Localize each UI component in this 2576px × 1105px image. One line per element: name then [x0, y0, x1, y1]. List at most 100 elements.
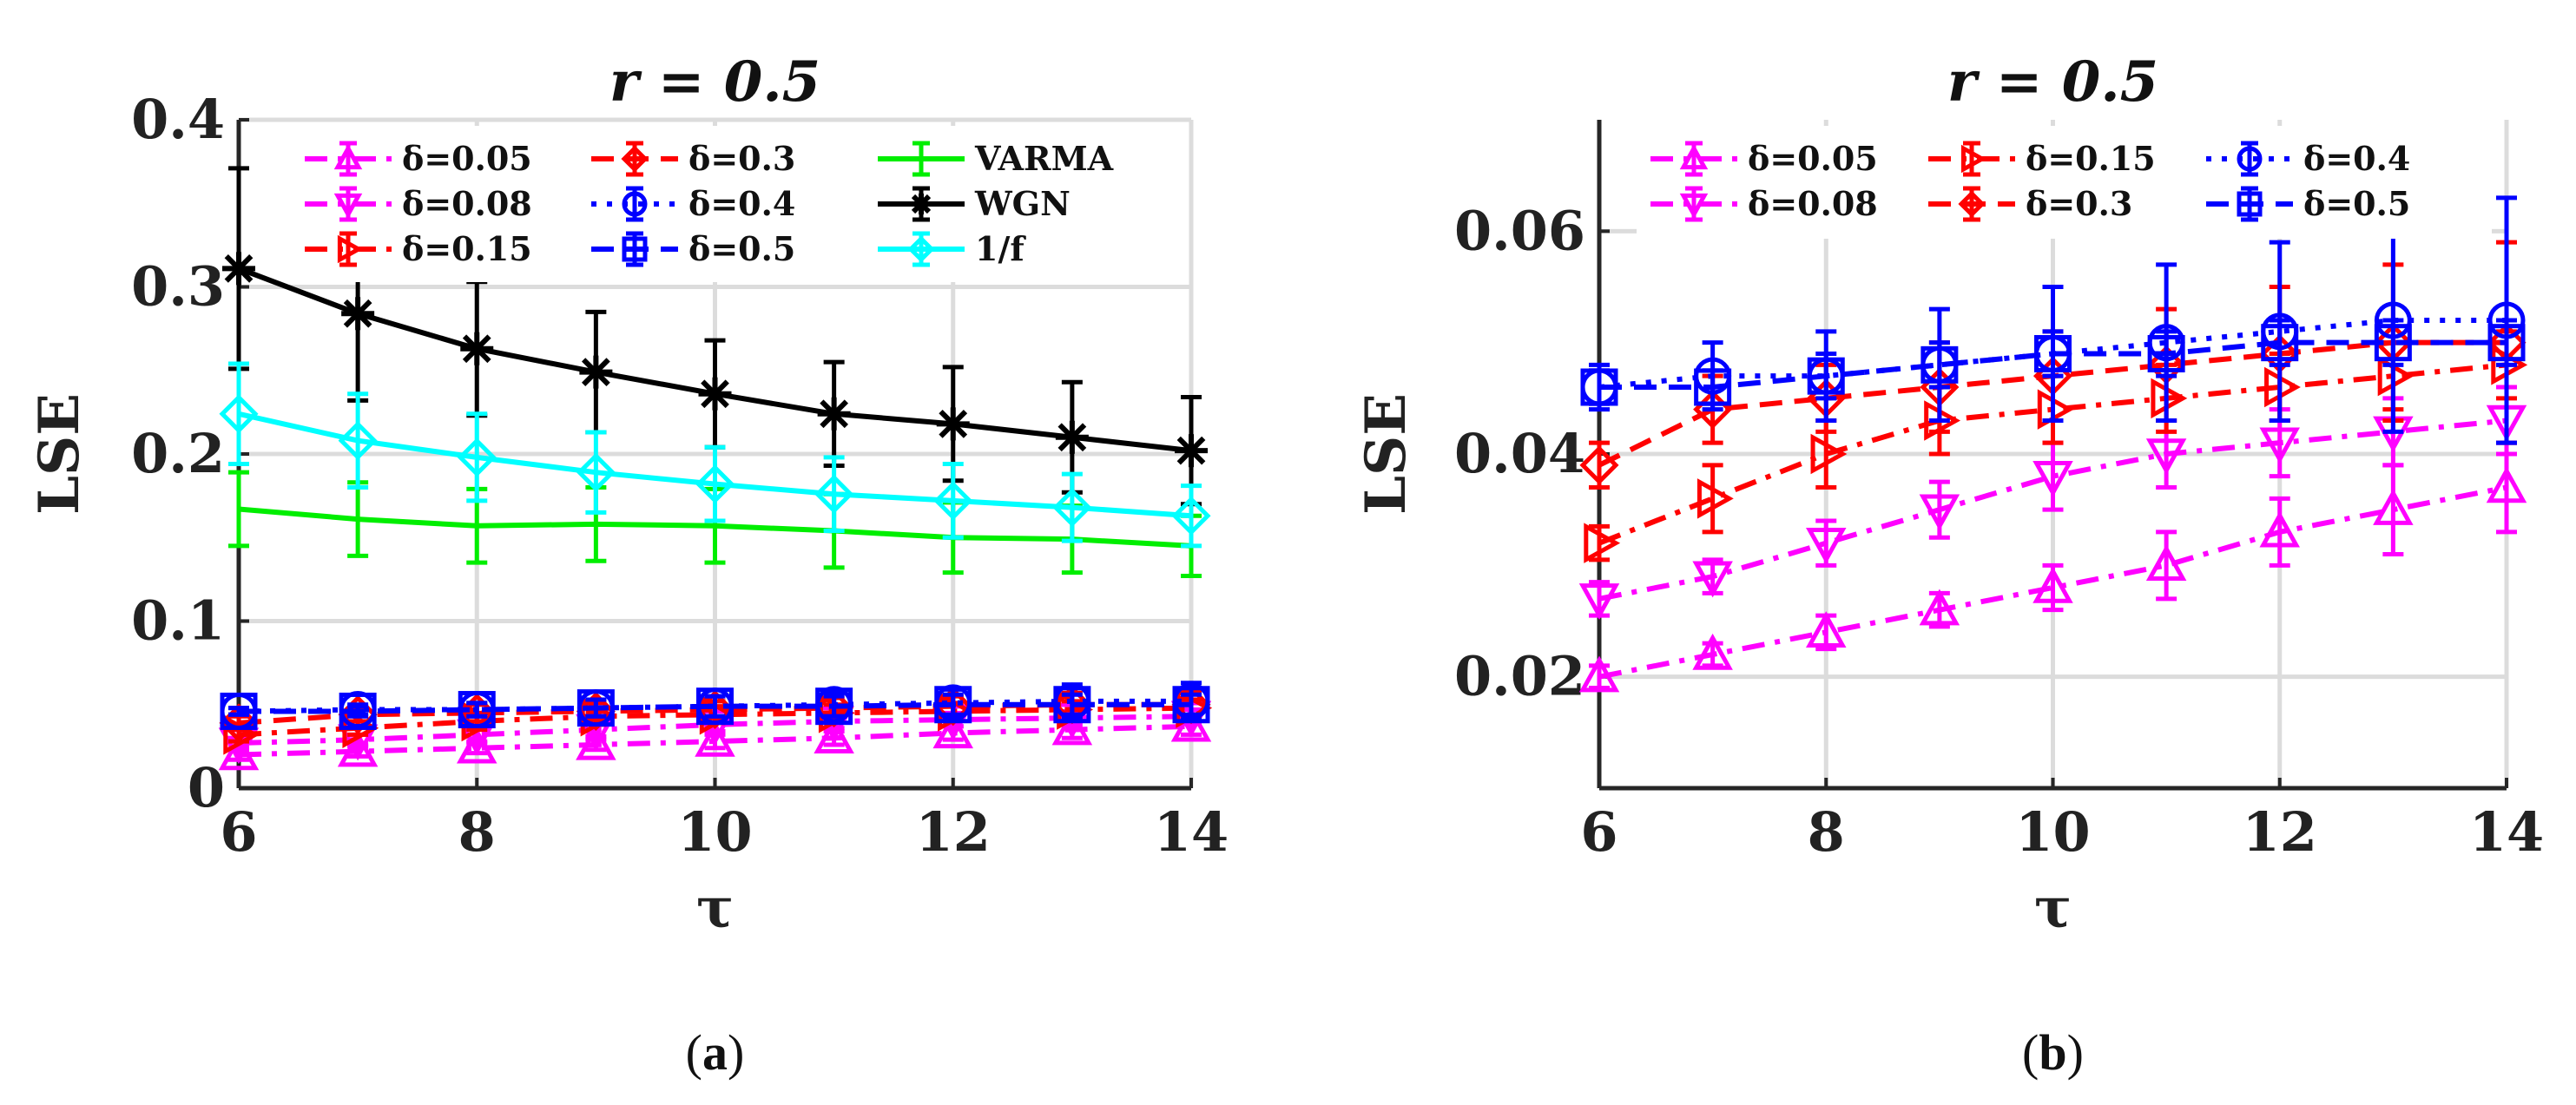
series-line	[238, 705, 1192, 738]
y-tick-label: 0.1	[131, 589, 225, 653]
legend-item: δ=0.5	[591, 229, 795, 268]
data-point	[219, 703, 259, 743]
x-axis-label: τ	[696, 876, 734, 941]
data-point	[1807, 357, 1845, 395]
data-point	[1175, 434, 1208, 468]
data-point	[2034, 335, 2072, 372]
data-point-stroke	[820, 399, 848, 429]
y-tick-label: 0.3	[131, 255, 225, 319]
data-point	[1806, 527, 1847, 564]
legend: δ=0.05 δ=0.08 δ=0.15 δ=0.3 δ=0.4 δ=0.5 VARMA WG…	[291, 126, 1159, 282]
legend-item: δ=0.3	[1928, 184, 2132, 223]
x-axis-label: τ	[2034, 876, 2072, 941]
x-tick-label: 14	[2469, 800, 2544, 864]
y-tick-label: 0.02	[1454, 645, 1585, 708]
series-line	[238, 411, 1192, 519]
legend-item: δ=0.3	[591, 139, 795, 178]
caption-paren: (	[2022, 1024, 2039, 1081]
data-point	[1810, 433, 1848, 475]
legend-label: δ=0.05	[1748, 139, 1878, 178]
series-line	[238, 714, 1192, 747]
data-point	[2259, 427, 2300, 464]
legend-marker	[911, 194, 932, 214]
data-point	[817, 397, 851, 431]
legend-marker	[1679, 143, 1709, 170]
series-line	[238, 701, 1191, 726]
series-δ=0.5	[220, 686, 1210, 730]
data-point	[341, 297, 375, 331]
data-point	[1171, 496, 1211, 536]
legend-item: δ=0.15	[305, 229, 532, 268]
data-point	[579, 355, 613, 389]
caption-letter: a	[702, 1024, 728, 1081]
series-1/f	[219, 361, 1211, 549]
legend-item: δ=0.5	[2206, 184, 2410, 223]
data-point-stroke	[1057, 423, 1087, 452]
data-point	[1694, 368, 1732, 406]
data-point	[458, 691, 496, 729]
data-point	[2259, 510, 2300, 548]
data-point	[1578, 655, 1620, 693]
data-point	[338, 421, 378, 461]
data-point	[218, 733, 260, 771]
panel-caption: (a)	[686, 1024, 745, 1081]
legend-marker	[337, 234, 364, 264]
legend-box	[291, 126, 1159, 282]
legend-marker	[333, 143, 363, 170]
data-point	[1692, 561, 1733, 598]
legend-label: δ=0.3	[2026, 184, 2132, 223]
series-line	[1598, 484, 2507, 680]
legend-marker	[1679, 193, 1709, 220]
series-line	[1599, 339, 2507, 390]
data-point-stroke	[582, 358, 610, 387]
data-point	[2147, 335, 2185, 372]
panel-caption: (b)	[2022, 1024, 2084, 1081]
legend-item: WGN	[878, 184, 1071, 223]
data-point	[1580, 368, 1618, 406]
data-point-stroke	[224, 253, 254, 283]
data-point	[1584, 523, 1621, 563]
legend: δ=0.05 δ=0.08 δ=0.15 δ=0.3 δ=0.4 δ=0.5	[1637, 126, 2492, 239]
caption-letter: b	[2039, 1024, 2066, 1081]
legend-marker	[1958, 190, 1986, 218]
data-point	[1051, 708, 1093, 746]
legend-item: δ=0.08	[1650, 184, 1878, 223]
legend-label: WGN	[974, 184, 1071, 223]
series-δ=0.05	[1578, 440, 2527, 693]
data-point	[1692, 633, 1733, 670]
x-tick-label: 14	[1154, 800, 1229, 864]
x-tick-label: 12	[2243, 800, 2317, 864]
data-point	[815, 687, 853, 726]
legend-item: δ=0.05	[305, 139, 532, 178]
legend-marker	[333, 193, 363, 220]
chart-title: r = 0.5	[1947, 49, 2158, 115]
data-point	[460, 332, 494, 365]
y-tick-label: 0.04	[1454, 422, 1585, 485]
legend-label: δ=0.15	[402, 229, 532, 268]
series-line	[1598, 418, 2507, 602]
data-point	[1696, 478, 1734, 519]
data-point	[1052, 488, 1092, 528]
data-point	[698, 377, 732, 411]
legend-marker	[2237, 191, 2263, 217]
legend-marker	[622, 191, 648, 217]
data-point	[2487, 324, 2526, 362]
data-point	[576, 689, 615, 727]
legend-label: VARMA	[974, 139, 1114, 178]
legend-label: δ=0.08	[1748, 184, 1878, 223]
legend-item: δ=0.4	[2206, 139, 2410, 178]
y-tick-label: 0.06	[1454, 199, 1585, 262]
data-point	[457, 437, 497, 477]
legend-label: δ=0.3	[688, 139, 795, 178]
legend-marker	[621, 145, 649, 173]
x-tick-label: 10	[2015, 800, 2090, 864]
x-tick-label: 6	[1580, 800, 1617, 864]
data-point	[814, 717, 854, 753]
chart-title: r = 0.5	[609, 49, 820, 115]
legend-label: δ=0.08	[402, 184, 532, 223]
caption-paren: )	[728, 1024, 744, 1081]
data-point	[576, 723, 616, 760]
data-point-stroke	[343, 299, 372, 328]
